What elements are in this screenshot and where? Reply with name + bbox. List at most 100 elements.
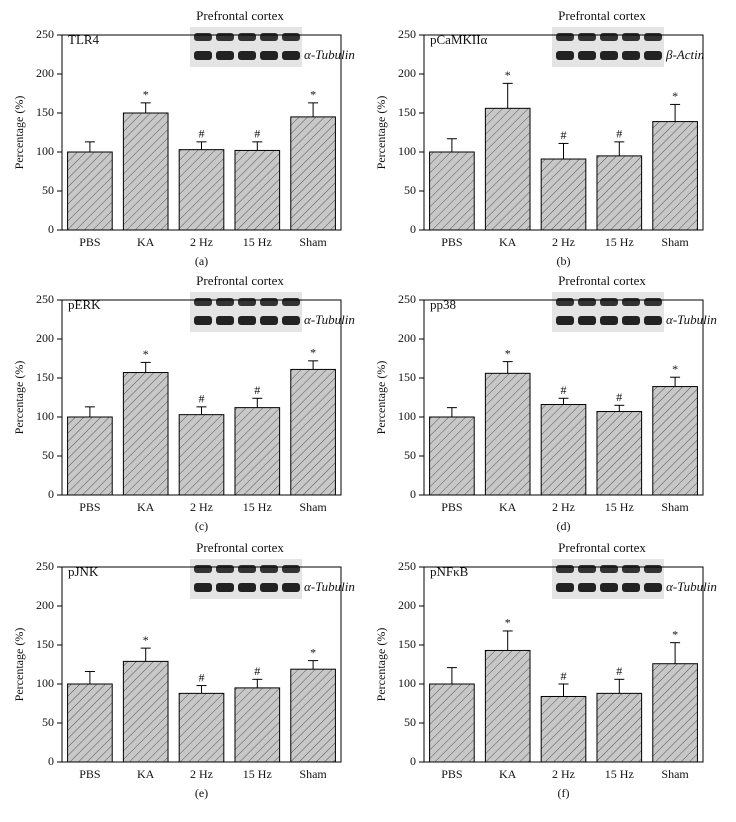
y-tick-label: 200	[36, 598, 54, 612]
bar	[596, 155, 643, 231]
y-tick-label: 250	[398, 292, 416, 306]
significance-marker: #	[254, 383, 260, 397]
blot-band	[260, 316, 278, 325]
blot-band	[644, 298, 662, 306]
blot-band	[194, 298, 212, 306]
x-tick-label: KA	[499, 767, 517, 781]
plot-frame	[61, 34, 342, 231]
bar	[122, 112, 169, 231]
y-tick-label: 250	[36, 559, 54, 573]
blot-band	[260, 33, 278, 41]
blot-band	[600, 316, 618, 325]
caption: (f)	[558, 786, 570, 800]
plot-frame	[423, 299, 704, 496]
y-tick-label: 50	[404, 448, 416, 462]
blot-band	[282, 298, 300, 306]
panel: Prefrontal cortex α-Tubulin pNFκB Percentag…	[374, 540, 717, 800]
y-axis-label: Percentage (%)	[12, 361, 26, 435]
loading-control: α-Tubulin	[304, 47, 355, 62]
bar	[67, 151, 113, 231]
x-tick-label: Sham	[299, 767, 327, 781]
significance-marker: #	[199, 670, 205, 684]
blot-band	[622, 316, 640, 325]
bar	[540, 404, 587, 496]
y-tick-label: 150	[36, 105, 54, 119]
blot-band	[194, 583, 212, 592]
bar	[122, 660, 169, 763]
protein-label: pNFκB	[430, 564, 469, 579]
blot-band	[216, 583, 234, 592]
blot-band	[556, 298, 574, 306]
blot-band	[282, 565, 300, 573]
bar	[67, 416, 113, 496]
y-tick-label: 50	[42, 448, 54, 462]
blot-band	[238, 33, 256, 41]
significance-marker: #	[561, 128, 567, 142]
blot-band	[260, 298, 278, 306]
loading-control: β-Actin	[665, 47, 704, 62]
x-tick-label: Sham	[661, 500, 689, 514]
blot-band	[578, 583, 596, 592]
blot-band	[282, 33, 300, 41]
blot-band	[216, 33, 234, 41]
y-tick-label: 200	[36, 331, 54, 345]
y-tick-label: 0	[48, 222, 54, 236]
blot-band	[556, 51, 574, 60]
y-tick-label: 100	[36, 409, 54, 423]
y-tick-label: 50	[404, 183, 416, 197]
y-tick-label: 200	[398, 66, 416, 80]
blot-band	[194, 33, 212, 41]
loading-control: α-Tubulin	[304, 579, 355, 594]
y-tick-label: 0	[410, 222, 416, 236]
bar	[484, 107, 531, 231]
y-tick-label: 200	[36, 66, 54, 80]
x-tick-label: PBS	[441, 767, 462, 781]
blot-band	[578, 316, 596, 325]
blot-band	[260, 51, 278, 60]
significance-marker: #	[561, 669, 567, 683]
significance-marker: *	[143, 347, 149, 361]
x-tick-label: Sham	[299, 235, 327, 249]
significance-marker: #	[199, 127, 205, 141]
x-tick-label: PBS	[79, 235, 100, 249]
significance-marker: #	[561, 383, 567, 397]
y-tick-label: 50	[42, 715, 54, 729]
y-tick-label: 200	[398, 331, 416, 345]
significance-marker: *	[672, 627, 678, 641]
bar	[540, 695, 587, 763]
y-tick-label: 100	[398, 676, 416, 690]
significance-marker: *	[505, 68, 511, 82]
blot-title: Prefrontal cortex	[196, 540, 284, 555]
bar	[652, 121, 698, 231]
protein-label: pERK	[68, 297, 101, 312]
y-tick-label: 50	[42, 183, 54, 197]
blot-band	[578, 51, 596, 60]
blot-band	[282, 316, 300, 325]
bar	[429, 683, 475, 763]
blot-band	[238, 51, 256, 60]
protein-label: TLR4	[68, 32, 100, 47]
y-tick-label: 100	[36, 676, 54, 690]
x-tick-label: 15 Hz	[243, 767, 272, 781]
bar	[67, 683, 113, 763]
significance-marker: #	[254, 127, 260, 141]
blot-band	[556, 33, 574, 41]
blot-band	[600, 565, 618, 573]
bar	[429, 151, 475, 231]
blot-band	[578, 33, 596, 41]
x-tick-label: 2 Hz	[552, 500, 575, 514]
blot-band	[578, 298, 596, 306]
bar	[652, 386, 698, 496]
x-tick-label: 15 Hz	[605, 500, 634, 514]
blot-title: Prefrontal cortex	[196, 8, 284, 23]
blot-band	[556, 583, 574, 592]
blot-band	[600, 298, 618, 306]
significance-marker: #	[199, 392, 205, 406]
bar	[178, 149, 225, 231]
blot-band	[216, 316, 234, 325]
blot-title: Prefrontal cortex	[558, 273, 646, 288]
y-tick-label: 150	[398, 637, 416, 651]
blot-band	[622, 583, 640, 592]
caption: (e)	[195, 786, 208, 800]
